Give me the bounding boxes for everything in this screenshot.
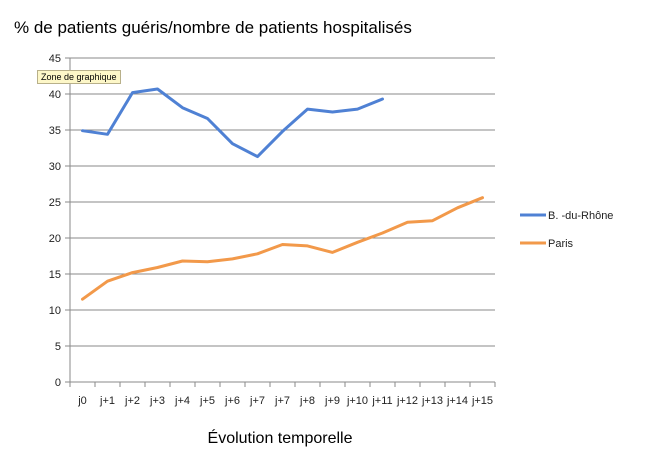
x-tick-label: j+13 [421, 395, 443, 407]
x-axis-label: Évolution temporelle [207, 430, 353, 447]
x-tick-label: j+14 [446, 395, 468, 407]
y-tick-label: 0 [55, 377, 61, 389]
y-tick-label: 25 [49, 197, 61, 209]
x-tick-label: j+3 [149, 395, 165, 407]
x-tick-label: j+4 [174, 395, 190, 407]
x-tick-label: j+12 [396, 395, 418, 407]
x-tick-label: j+7 [249, 395, 265, 407]
x-tick-label: j0 [77, 395, 87, 407]
legend-label: B. -du-Rhône [548, 210, 613, 222]
series-lines [81, 87, 484, 301]
legend-label: Paris [548, 238, 574, 250]
gridlines [65, 57, 495, 383]
x-tick-label: j+11 [371, 395, 392, 407]
x-tick-label: j+9 [324, 395, 340, 407]
y-tick-label: 45 [49, 53, 61, 65]
y-tick-label: 40 [49, 89, 61, 101]
x-tick-label: j+10 [346, 395, 368, 407]
y-tick-label: 5 [55, 341, 61, 353]
y-tick-label: 20 [49, 233, 61, 245]
y-axis-ticks: 0 5 10 15 20 25 30 35 40 45 [49, 53, 61, 389]
y-tick-label: 30 [49, 161, 61, 173]
x-tick-label: j+8 [299, 395, 315, 407]
x-tick-label: j+1 [99, 395, 115, 407]
series-line-2 [81, 196, 484, 301]
series-line-1 [81, 87, 384, 159]
chart-title: % de patients guéris/nombre de patients … [14, 18, 412, 37]
chart-area-tooltip: Zone de graphique [37, 70, 121, 84]
x-tick-label: j+6 [224, 395, 240, 407]
legend: B. -du-Rhône Paris [520, 210, 613, 250]
x-tick-label: j+15 [471, 395, 493, 407]
x-tick-label: j+2 [124, 395, 140, 407]
x-axis-ticks: j0 j+1 j+2 j+3 j+4 j+5 j+6 j+7 j+7 j+8 j+9 j+10 j+11… [69, 382, 496, 407]
x-tick-label: j+7 [274, 395, 290, 407]
y-tick-label: 10 [49, 305, 61, 317]
y-tick-label: 35 [49, 125, 61, 137]
y-tick-label: 15 [49, 269, 61, 281]
x-tick-label: j+5 [199, 395, 215, 407]
